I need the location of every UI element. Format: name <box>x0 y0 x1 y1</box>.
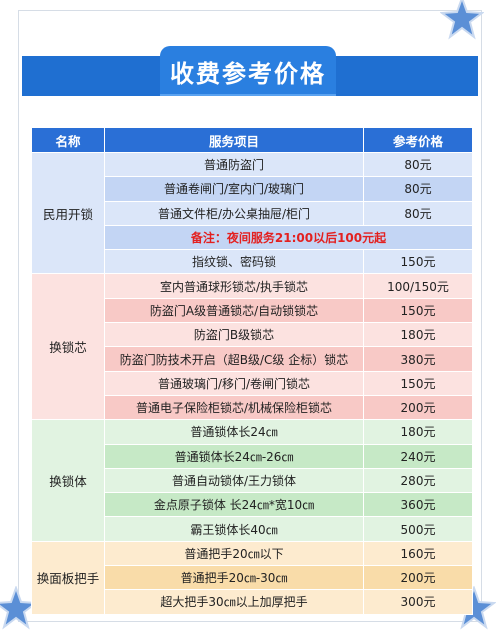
service-cell: 防盗门B级锁芯 <box>104 322 364 348</box>
service-cell: 普通卷闸门/室内门/玻璃门 <box>104 176 364 202</box>
group-replace-handle: 换面板把手 普通把手20㎝以下 160元 普通把手20㎝-30㎝ 200元 超大… <box>31 540 473 615</box>
price-cell: 150元 <box>363 370 473 396</box>
group-replace-lock-body: 换锁体 普通锁体长24㎝ 180元 普通锁体长24㎝-26㎝ 240元 普通自动… <box>31 419 473 542</box>
service-cell: 室内普通球形锁芯/执手锁芯 <box>104 273 364 299</box>
table-row: 防盗门B级锁芯 180元 <box>32 322 473 348</box>
table-row: 换面板把手 普通把手20㎝以下 160元 <box>31 540 473 615</box>
service-cell: 普通防盗门 <box>104 151 364 178</box>
price-cell: 200元 <box>363 565 473 591</box>
service-cell: 普通自动锁体/王力锁体 <box>104 467 364 494</box>
service-cell: 普通锁体长24㎝ <box>104 419 364 445</box>
table-row: 超大把手30㎝以上加厚把手 300元 <box>32 589 473 615</box>
category-cell: 换锁芯 <box>31 273 105 421</box>
price-cell: 500元 <box>363 516 473 542</box>
service-cell: 霸王锁体长40㎝ <box>104 516 364 542</box>
price-cell: 380元 <box>363 346 473 372</box>
table-row: 金点原子锁体 长24㎝*宽10㎝ 360元 <box>32 492 473 518</box>
category-cell: 换面板把手 <box>31 540 105 615</box>
price-cell: 180元 <box>363 322 473 348</box>
price-cell: 360元 <box>363 492 473 518</box>
table-row: 普通玻璃门/移门/卷闸门锁芯 150元 <box>32 370 473 396</box>
table-header-row: 名称 服务项目 参考价格 <box>31 127 473 153</box>
star-decoration-icon <box>440 0 484 40</box>
night-service-note: 备注：夜间服务21:00以后100元起 <box>104 224 473 251</box>
price-cell: 160元 <box>363 540 473 567</box>
table-row: 霸王锁体长40㎝ 500元 <box>32 516 473 542</box>
table-row: 换锁体 普通锁体长24㎝ 180元 <box>31 419 473 542</box>
table-row: 备注：夜间服务21:00以后100元起 <box>32 224 473 251</box>
table-row: 普通把手20㎝-30㎝ 200元 <box>32 565 473 591</box>
header-service: 服务项目 <box>104 127 364 153</box>
table-row: 换锁芯 室内普通球形锁芯/执手锁芯 100/150元 <box>31 273 473 421</box>
service-cell: 普通把手20㎝-30㎝ <box>104 565 364 591</box>
service-cell: 指纹锁、密码锁 <box>104 249 364 275</box>
table-row: 普通锁体长24㎝-26㎝ 240元 <box>32 443 473 469</box>
service-cell: 金点原子锁体 长24㎝*宽10㎝ <box>104 492 364 518</box>
price-cell: 80元 <box>363 151 473 178</box>
table-row: 民用开锁 普通防盗门 80元 <box>31 151 473 275</box>
table-row: 防盗门A级普通锁芯/自动锁锁芯 150元 <box>32 297 473 324</box>
group-civil-unlock: 民用开锁 普通防盗门 80元 普通卷闸门/室内门/玻璃门 80元 普通文件柜/办… <box>31 151 473 275</box>
price-cell: 100/150元 <box>363 273 473 299</box>
table-row: 指纹锁、密码锁 150元 <box>32 249 473 275</box>
price-cell: 80元 <box>363 200 473 226</box>
page-title: 收费参考价格 <box>160 46 336 96</box>
service-cell: 防盗门防技术开启（超B级/C级 企标）锁芯 <box>104 346 364 372</box>
price-cell: 150元 <box>363 297 473 324</box>
service-cell: 普通电子保险柜锁芯/机械保险柜锁芯 <box>104 394 364 421</box>
price-cell: 280元 <box>363 467 473 494</box>
category-cell: 民用开锁 <box>31 151 105 275</box>
service-cell: 普通把手20㎝以下 <box>104 540 364 567</box>
price-cell: 240元 <box>363 443 473 469</box>
table-row: 普通文件柜/办公桌抽屉/柜门 80元 <box>32 200 473 226</box>
service-cell: 超大把手30㎝以上加厚把手 <box>104 589 364 615</box>
group-replace-cylinder: 换锁芯 室内普通球形锁芯/执手锁芯 100/150元 防盗门A级普通锁芯/自动锁… <box>31 273 473 421</box>
service-cell: 普通锁体长24㎝-26㎝ <box>104 443 364 469</box>
table-row: 防盗门防技术开启（超B级/C级 企标）锁芯 380元 <box>32 346 473 372</box>
price-cell: 200元 <box>363 394 473 421</box>
price-cell: 150元 <box>363 249 473 275</box>
price-cell: 180元 <box>363 419 473 445</box>
table-row: 普通自动锁体/王力锁体 280元 <box>32 467 473 494</box>
service-cell: 防盗门A级普通锁芯/自动锁锁芯 <box>104 297 364 324</box>
table-row: 普通卷闸门/室内门/玻璃门 80元 <box>32 176 473 202</box>
price-table: 名称 服务项目 参考价格 民用开锁 普通防盗门 80元 普通卷闸门/室内门/玻璃… <box>31 127 473 615</box>
price-cell: 300元 <box>363 589 473 615</box>
service-cell: 普通玻璃门/移门/卷闸门锁芯 <box>104 370 364 396</box>
price-cell: 80元 <box>363 176 473 202</box>
table-row: 普通电子保险柜锁芯/机械保险柜锁芯 200元 <box>32 394 473 421</box>
header-price: 参考价格 <box>363 127 473 153</box>
header-name: 名称 <box>31 127 105 153</box>
service-cell: 普通文件柜/办公桌抽屉/柜门 <box>104 200 364 226</box>
category-cell: 换锁体 <box>31 419 105 542</box>
